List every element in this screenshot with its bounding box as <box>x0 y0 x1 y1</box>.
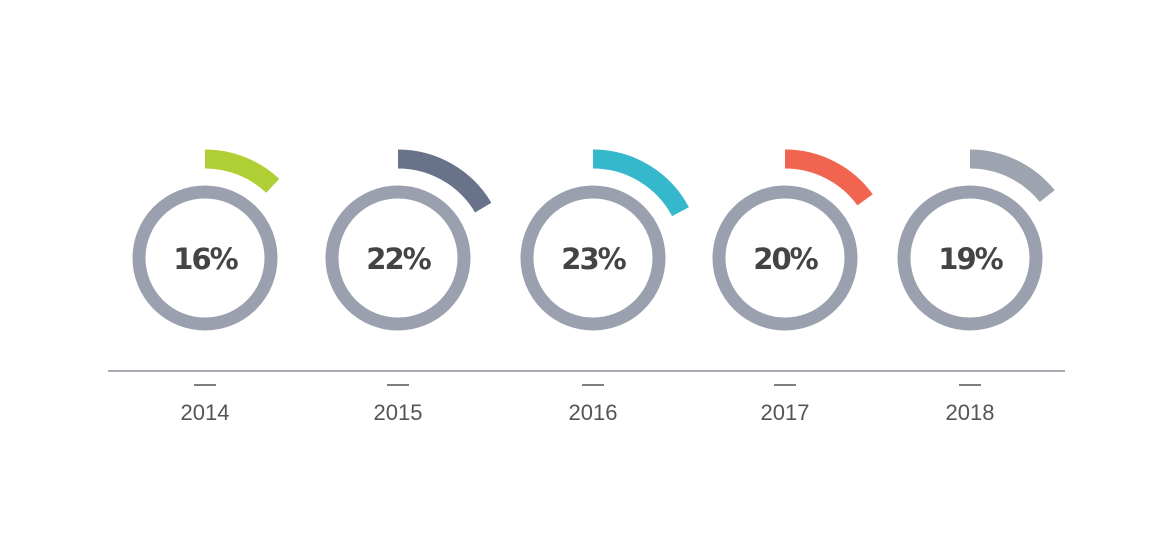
value-label: 19% <box>938 242 1003 276</box>
x-tick-label: 2018 <box>946 400 995 425</box>
x-tick-label: 2015 <box>374 400 423 425</box>
ring <box>325 185 471 331</box>
gauge-arc <box>204 149 280 193</box>
x-tick-label: 2014 <box>181 400 230 425</box>
ring <box>897 185 1043 331</box>
value-label: 22% <box>366 242 431 276</box>
x-tick-label: 2016 <box>569 400 618 425</box>
ring <box>712 185 858 331</box>
ring <box>132 185 278 331</box>
x-tick-label: 2017 <box>761 400 810 425</box>
gauge-arc <box>784 149 873 206</box>
gauge-arc <box>969 149 1055 203</box>
ring <box>520 185 666 331</box>
value-label: 23% <box>561 242 626 276</box>
gauge-arc <box>592 149 689 217</box>
value-label: 16% <box>173 242 238 276</box>
gauge-arc <box>397 149 492 213</box>
value-label: 20% <box>753 242 818 276</box>
